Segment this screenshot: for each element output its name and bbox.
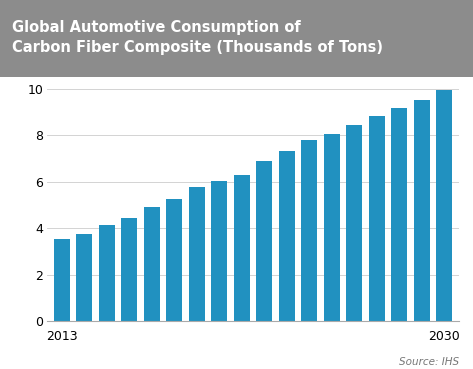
Bar: [324, 134, 340, 321]
Text: Global Automotive Consumption of
Carbon Fiber Composite (Thousands of Tons): Global Automotive Consumption of Carbon …: [12, 20, 383, 55]
Bar: [346, 125, 362, 321]
Bar: [54, 239, 70, 321]
Bar: [211, 181, 228, 321]
Bar: [413, 100, 430, 321]
Bar: [189, 186, 205, 321]
Text: Source: IHS: Source: IHS: [399, 357, 459, 367]
Bar: [99, 225, 115, 321]
Bar: [279, 151, 295, 321]
Bar: [121, 218, 138, 321]
Bar: [436, 90, 452, 321]
Bar: [391, 108, 407, 321]
Bar: [76, 234, 93, 321]
Bar: [301, 140, 317, 321]
Bar: [368, 116, 385, 321]
Bar: [166, 199, 183, 321]
Bar: [256, 161, 272, 321]
Bar: [144, 207, 160, 321]
Bar: [234, 175, 250, 321]
